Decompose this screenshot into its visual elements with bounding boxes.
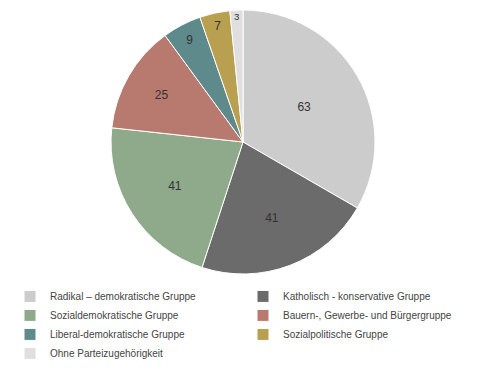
svg-text:3: 3: [234, 11, 239, 22]
svg-text:41: 41: [265, 211, 279, 225]
svg-text:Bauern-, Gewerbe- und Bürgergr: Bauern-, Gewerbe- und Bürgergruppe: [283, 310, 452, 321]
svg-text:Sozialpolitische Gruppe: Sozialpolitische Gruppe: [283, 329, 388, 340]
svg-text:25: 25: [155, 88, 169, 102]
svg-text:63: 63: [297, 100, 311, 114]
svg-text:Radikal – demokratische Gruppe: Radikal – demokratische Gruppe: [50, 291, 196, 302]
svg-text:7: 7: [214, 19, 221, 33]
svg-text:9: 9: [186, 33, 193, 47]
svg-text:Katholisch - konservative Grup: Katholisch - konservative Gruppe: [283, 291, 431, 302]
svg-text:Ohne Parteizugehörigkeit: Ohne Parteizugehörigkeit: [50, 348, 163, 359]
svg-text:41: 41: [168, 179, 182, 193]
svg-text:Sozialdemokratische Gruppe: Sozialdemokratische Gruppe: [50, 310, 179, 321]
svg-text:Liberal-demokratische Gruppe: Liberal-demokratische Gruppe: [50, 329, 185, 340]
